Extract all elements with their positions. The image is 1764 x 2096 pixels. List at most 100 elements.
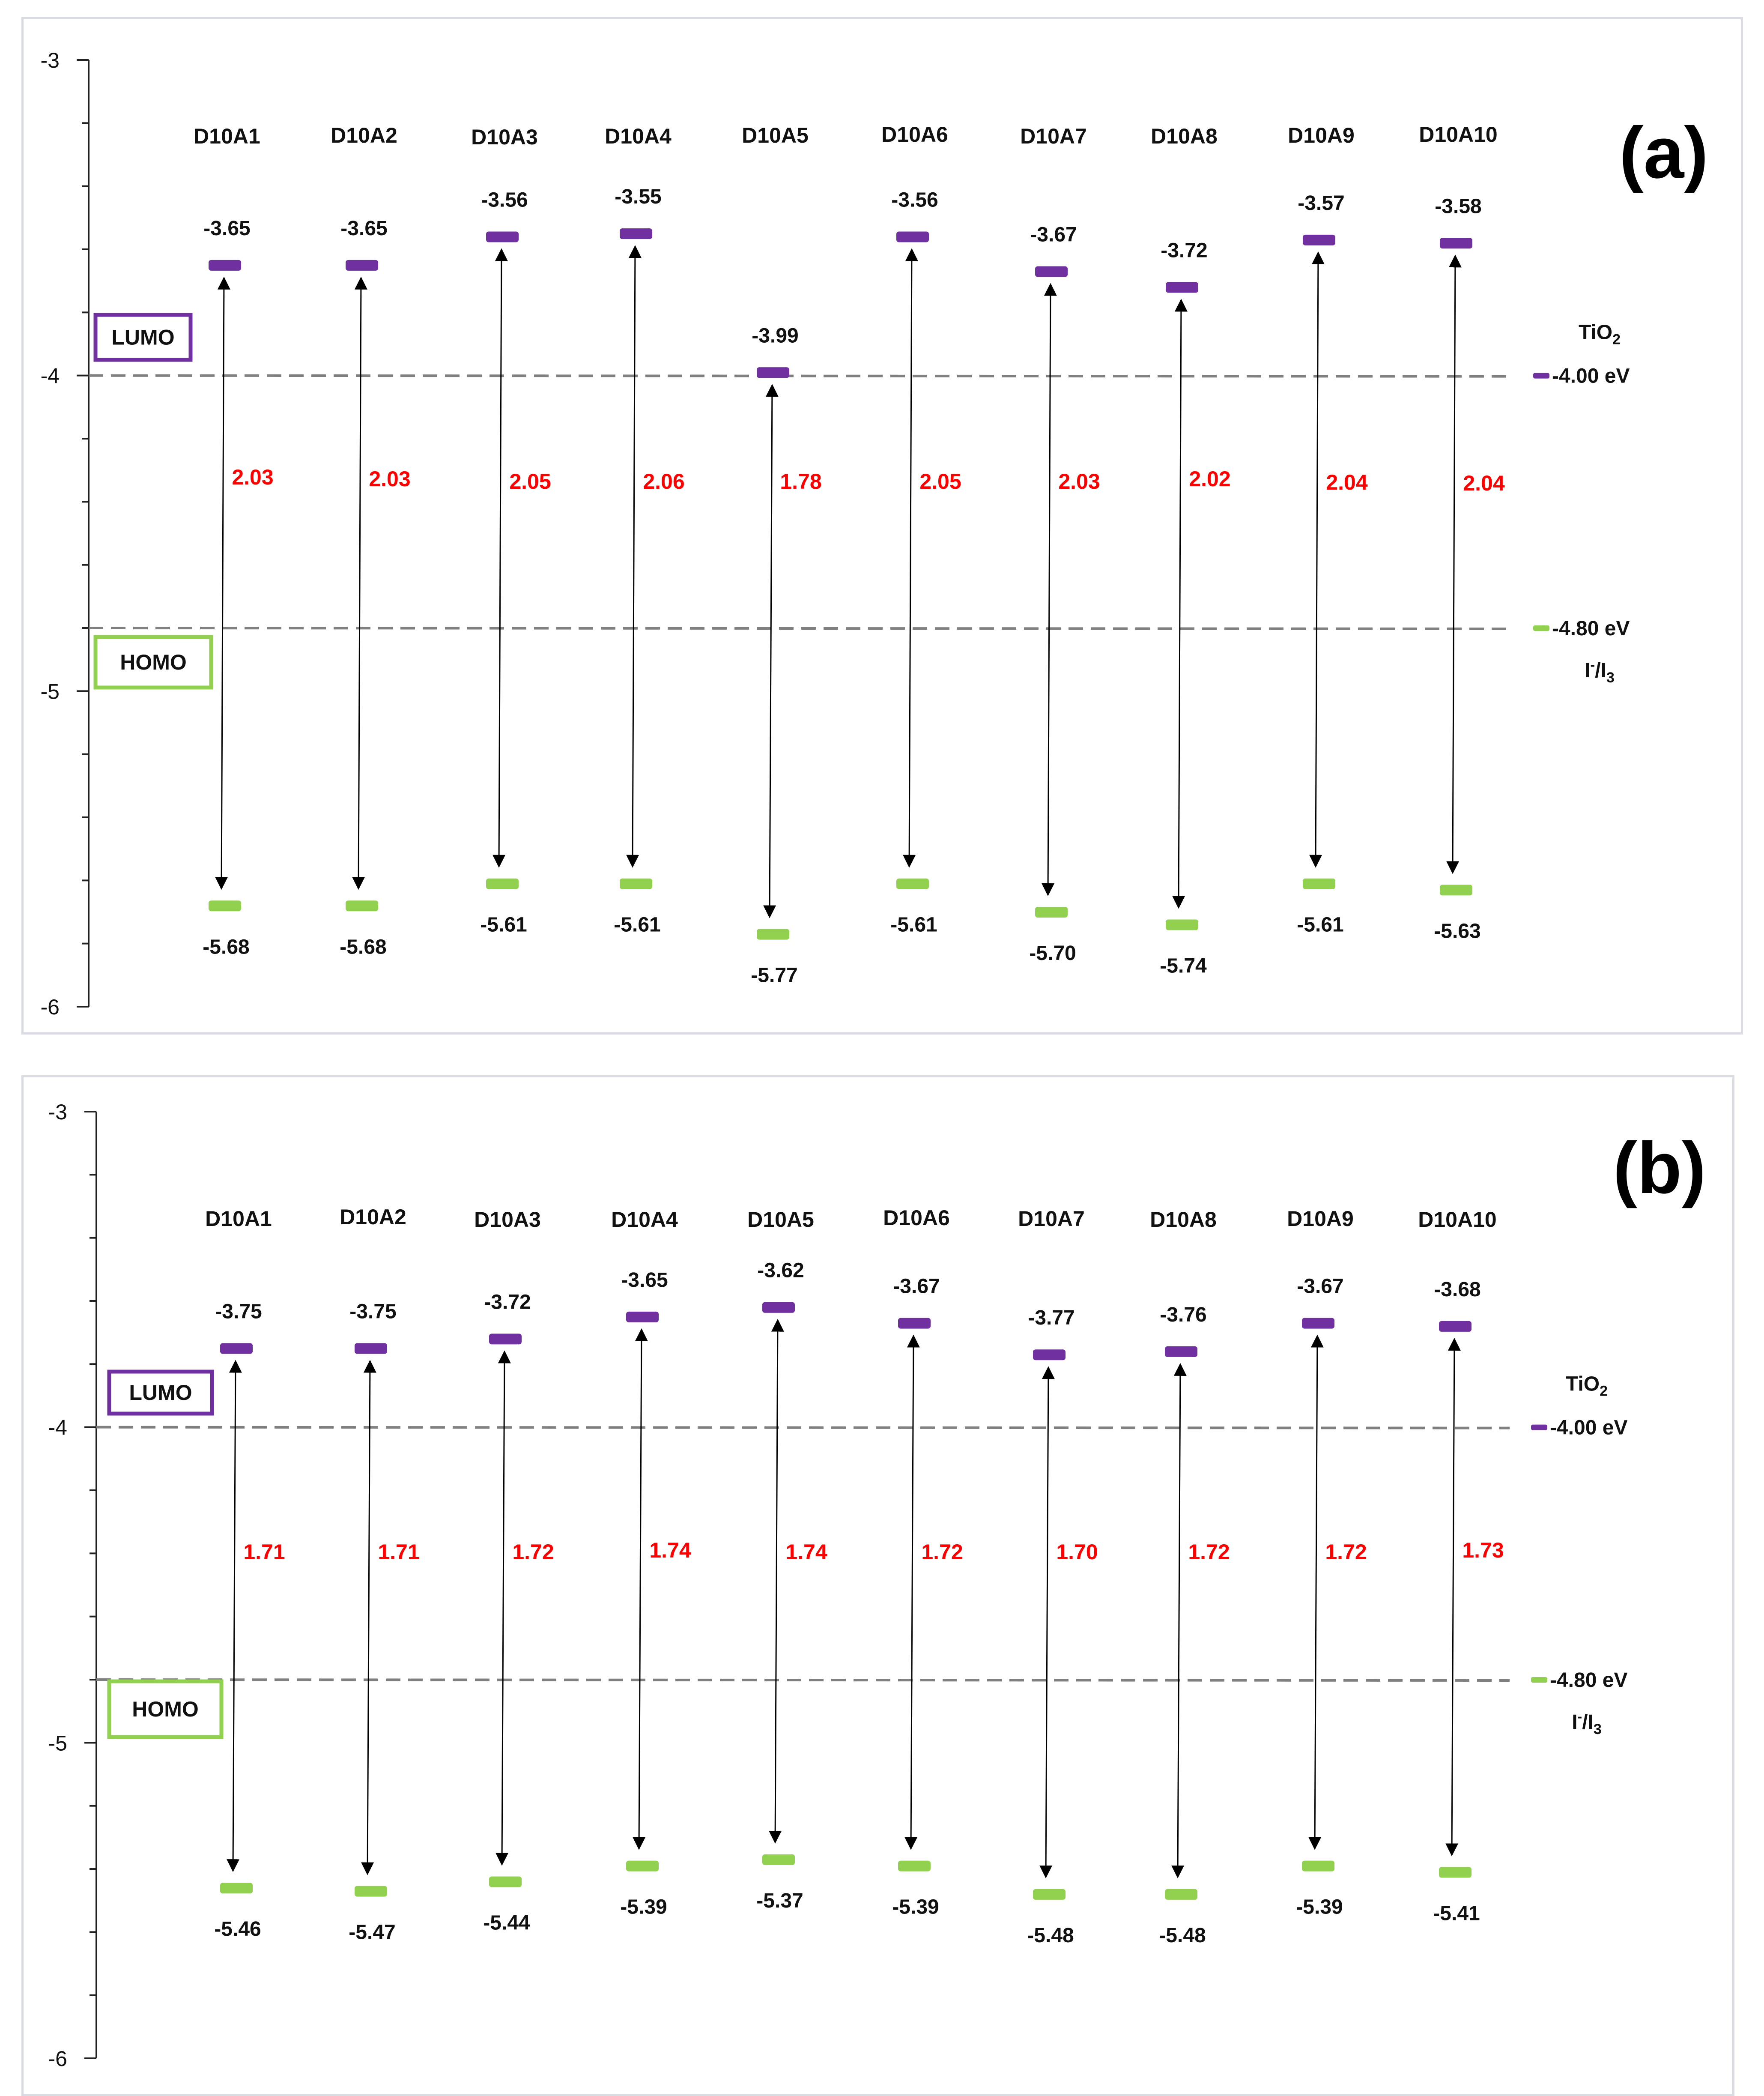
- gap-value-label: 1.71: [243, 1540, 285, 1564]
- lumo-value-label: -3.65: [340, 217, 387, 240]
- gap-value-label: 2.04: [1326, 470, 1368, 494]
- gap-value-label: 2.06: [643, 469, 684, 493]
- molecule-label: D10A4: [611, 1208, 678, 1232]
- lumo-level-bar: [626, 1311, 659, 1322]
- homo-value-label: -5.63: [1434, 920, 1480, 942]
- y-tick-label: -3: [48, 1100, 67, 1124]
- molecule-label: D10A5: [747, 1208, 814, 1232]
- molecule-label: D10A1: [194, 124, 260, 148]
- lumo-level-bar: [209, 260, 241, 271]
- tio2-level-mark: [1533, 373, 1549, 379]
- lumo-level-bar: [486, 231, 519, 242]
- gap-arrow: [1445, 1337, 1461, 1857]
- gap-value-label: 2.05: [509, 469, 551, 493]
- homo-value-label: -5.44: [483, 1911, 530, 1934]
- energy-diagram-panel-b: -3 -4 -5 -6 -4.00 eV TiO2 -4.80 eV I-/I3 LUMO HOM…: [21, 1075, 1734, 2096]
- molecule-label: D10A1: [205, 1207, 272, 1231]
- homo-level-bar: [1033, 1889, 1066, 1900]
- gap-value-label: 1.72: [512, 1540, 554, 1564]
- homo-value-label: -5.68: [340, 936, 386, 958]
- lumo-value-label: -3.72: [1161, 239, 1207, 262]
- homo-level-bar: [209, 900, 241, 912]
- homo-level-bar: [220, 1883, 253, 1894]
- gap-arrow: [763, 384, 779, 918]
- lumo-value-label: -3.67: [1297, 1275, 1343, 1298]
- molecule-label: D10A8: [1151, 124, 1218, 148]
- homo-level-bar: [1166, 919, 1198, 930]
- lumo-legend-box: [93, 313, 193, 362]
- molecule-label: D10A2: [340, 1205, 406, 1229]
- homo-level-bar: [1035, 907, 1068, 918]
- homo-value-label: -5.39: [1296, 1896, 1343, 1919]
- homo-value-label: -5.39: [620, 1896, 667, 1919]
- gap-arrow: [1039, 1366, 1055, 1878]
- lumo-level-bar: [1440, 238, 1472, 249]
- homo-value-label: -5.77: [751, 964, 797, 987]
- homo-legend-label: HOMO: [132, 1697, 199, 1721]
- gap-value-label: 1.72: [1188, 1540, 1230, 1564]
- gap-arrow: [352, 276, 367, 890]
- gap-value-label: 2.02: [1189, 467, 1230, 491]
- homo-value-label: -5.48: [1027, 1924, 1074, 1947]
- redox-reference-line: [88, 627, 1510, 630]
- lumo-legend-label: LUMO: [111, 326, 174, 350]
- homo-level-bar: [762, 1854, 795, 1865]
- molecule-label: D10A10: [1418, 1208, 1496, 1232]
- lumo-value-label: -3.62: [757, 1259, 804, 1282]
- gap-arrow: [1042, 283, 1057, 896]
- gap-arrow: [1172, 299, 1188, 909]
- homo-value-label: -5.39: [892, 1896, 939, 1919]
- lumo-level-bar: [1165, 1346, 1197, 1357]
- homo-level-bar: [1165, 1889, 1197, 1900]
- tio2-reference-line: [96, 1426, 1510, 1429]
- panel-label: (a): [1619, 112, 1708, 194]
- gap-arrow: [361, 1360, 376, 1875]
- y-tick-label: -3: [41, 48, 60, 72]
- molecule-label: D10A6: [881, 123, 948, 147]
- homo-level-bar: [620, 878, 652, 889]
- gap-arrow: [227, 1360, 242, 1872]
- homo-value-label: -5.37: [756, 1890, 803, 1912]
- gap-arrow: [1171, 1363, 1187, 1878]
- gap-arrow: [495, 1350, 511, 1866]
- redox-level-mark: [1533, 625, 1549, 631]
- lumo-value-label: -3.99: [752, 324, 798, 347]
- redox-couple-label: I-/I3: [1572, 1709, 1602, 1737]
- energy-diagram-b: -3 -4 -5 -6 -4.00 eV TiO2 -4.80 eV I-/I3 LUMO HOM…: [48, 1100, 1706, 2071]
- panel-label: (b): [1613, 1127, 1706, 1209]
- gap-value-label: 2.03: [1058, 469, 1100, 493]
- lumo-value-label: -3.67: [1030, 224, 1077, 246]
- molecule-label: D10A6: [883, 1206, 950, 1230]
- lumo-value-label: -3.76: [1160, 1304, 1206, 1326]
- gap-arrow: [1309, 251, 1325, 868]
- homo-level-bar: [1302, 1860, 1334, 1872]
- molecule-label: D10A3: [474, 1208, 541, 1232]
- homo-value-label: -5.61: [1297, 914, 1343, 936]
- gap-arrow: [633, 1328, 648, 1850]
- homo-legend-box: [93, 635, 213, 690]
- gap-value-label: 1.72: [1325, 1540, 1367, 1564]
- lumo-value-label: -3.58: [1435, 195, 1481, 218]
- lumo-level-bar: [1035, 266, 1068, 277]
- tio2-label: TiO2: [1566, 1373, 1608, 1399]
- molecule-label: D10A9: [1287, 1207, 1354, 1231]
- lumo-level-bar: [1439, 1321, 1471, 1332]
- gap-arrow: [492, 248, 508, 868]
- molecule-label: D10A5: [742, 123, 809, 147]
- gap-arrow: [903, 248, 918, 868]
- lumo-legend-label: LUMO: [129, 1381, 192, 1405]
- homo-level-bar: [898, 1860, 931, 1872]
- homo-level-bar: [1303, 878, 1335, 889]
- lumo-level-bar: [355, 1343, 387, 1354]
- homo-value-label: -5.61: [890, 914, 937, 936]
- lumo-level-bar: [346, 260, 378, 271]
- gap-value-label: 1.71: [378, 1540, 419, 1564]
- lumo-level-bar: [896, 231, 929, 242]
- homo-level-bar: [355, 1886, 387, 1897]
- redox-couple-label: I-/I3: [1585, 657, 1615, 686]
- tio2-value-label: -4.00 eV: [1550, 1417, 1627, 1439]
- gap-value-label: 1.78: [780, 469, 821, 493]
- tio2-value-label: -4.00 eV: [1552, 365, 1630, 388]
- lumo-value-label: -3.65: [621, 1269, 668, 1292]
- gap-arrow: [215, 276, 230, 890]
